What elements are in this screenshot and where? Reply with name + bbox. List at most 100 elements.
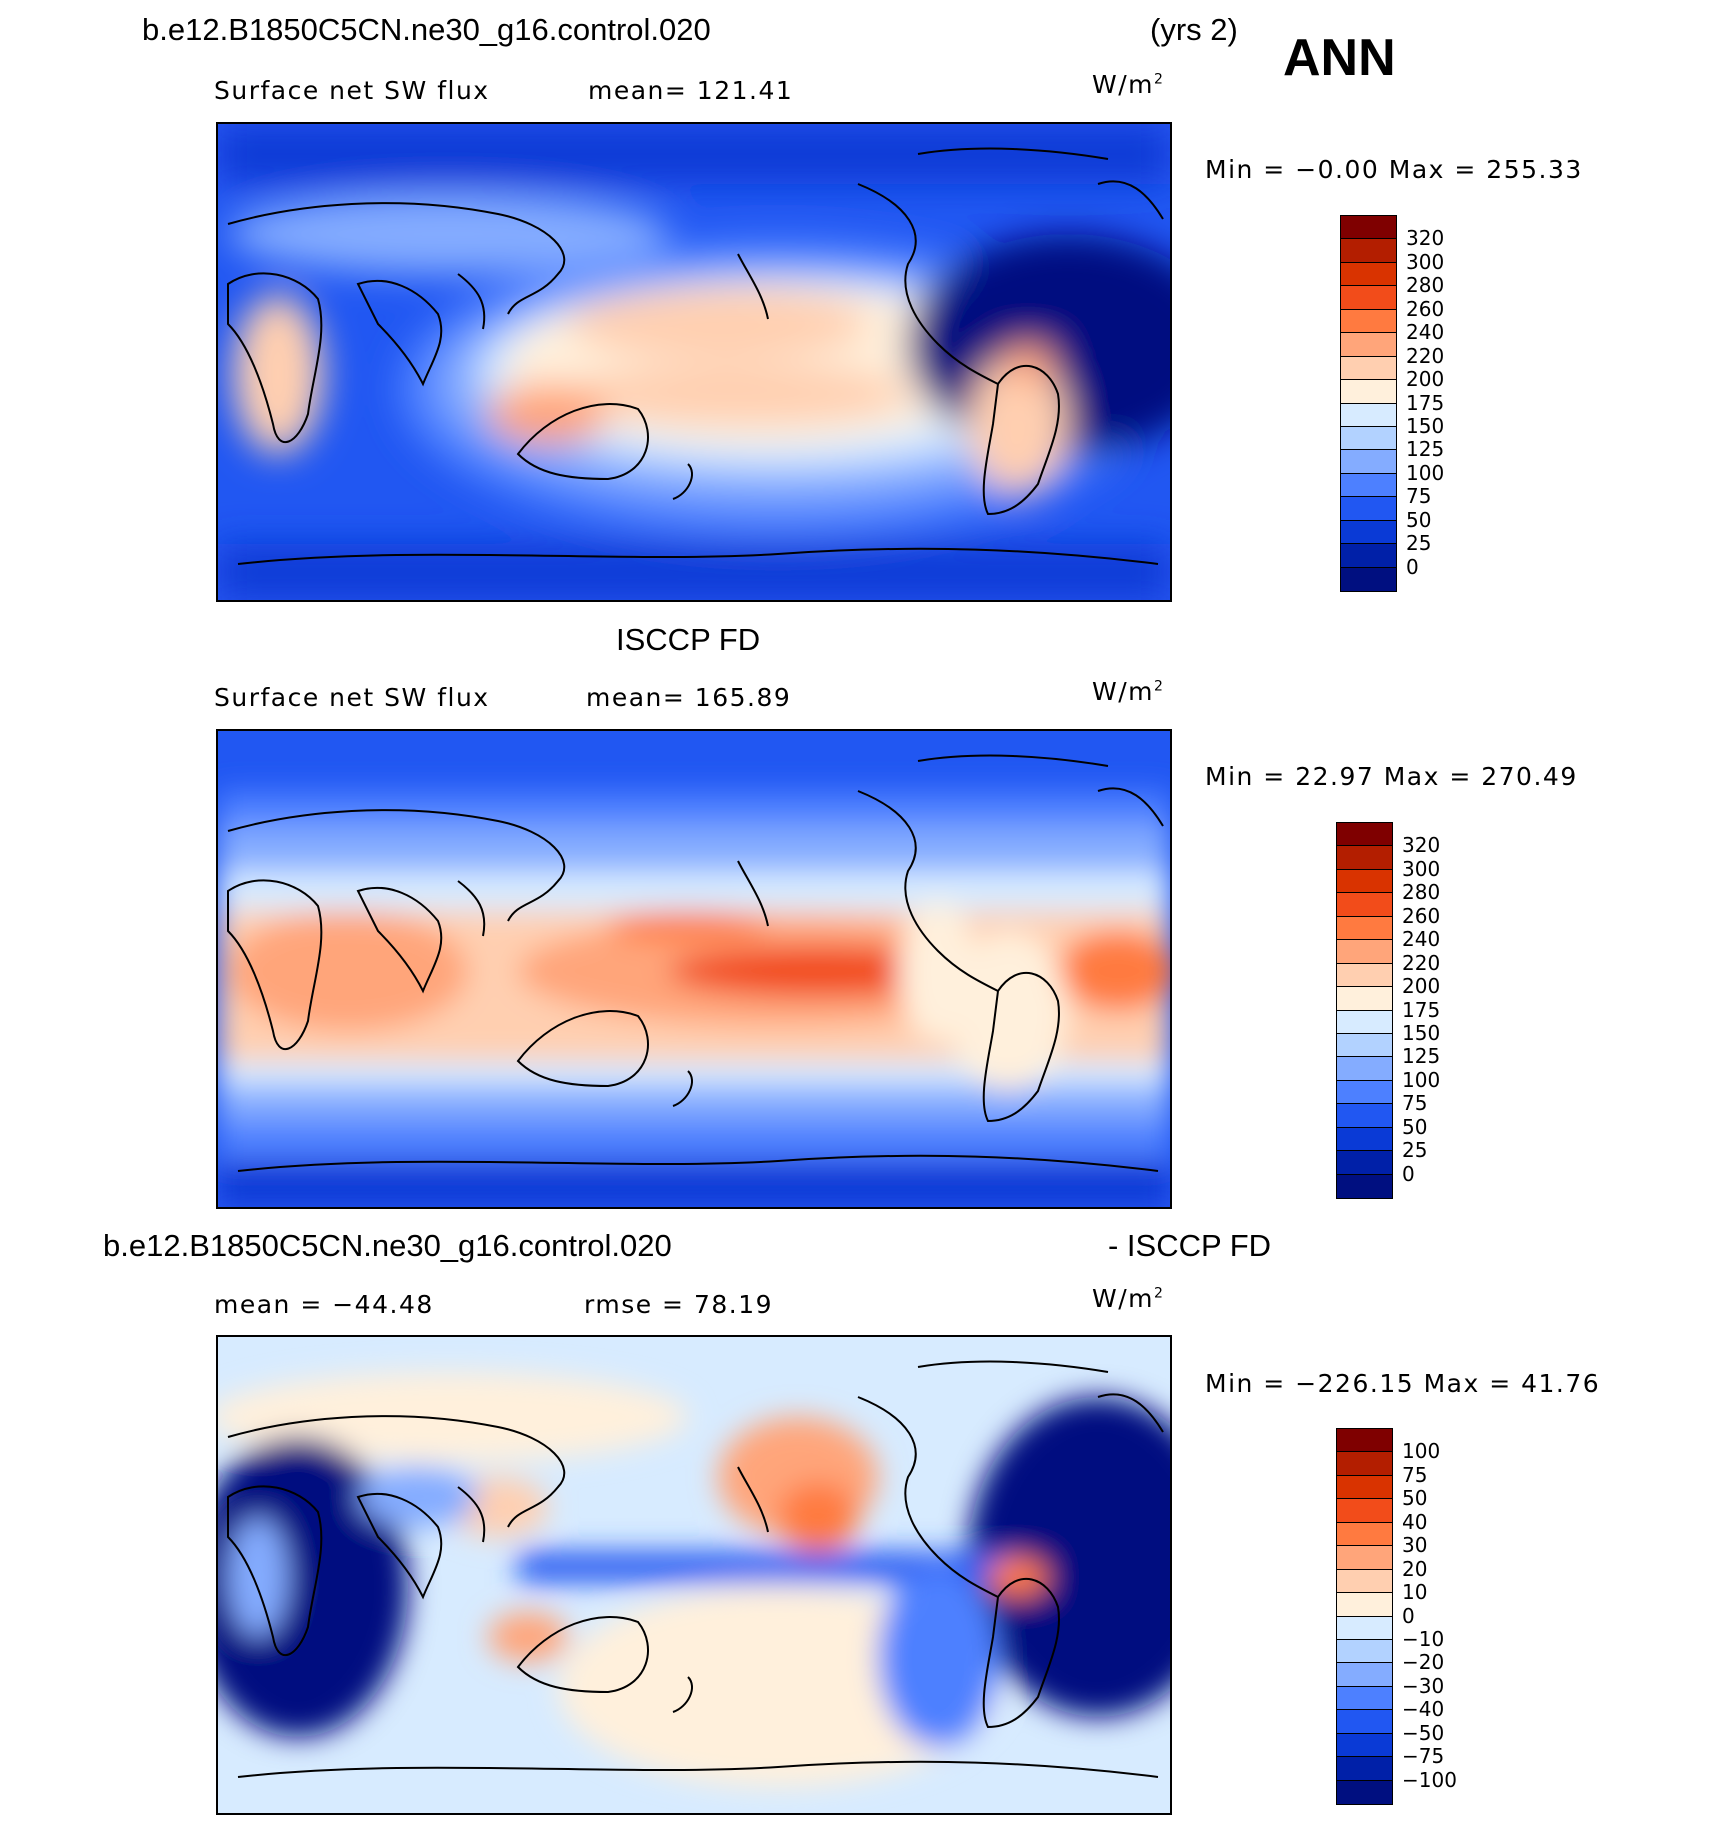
colorbar-tick-label: 175 (1406, 390, 1445, 415)
panel1-units: W/m2 (1092, 70, 1165, 99)
colorbar-swatch (1337, 1174, 1392, 1198)
colorbar-tick-label: 200 (1406, 367, 1445, 392)
colorbar-tick-label: 50 (1402, 1114, 1428, 1139)
colorbar-swatch (1337, 823, 1392, 847)
colorbar-swatch (1337, 1104, 1392, 1128)
colorbar-swatch (1337, 893, 1392, 917)
colorbar-swatch (1337, 987, 1392, 1011)
colorbar-tick-label: 125 (1406, 437, 1445, 462)
colorbar-tick-label: 320 (1406, 226, 1445, 251)
colorbar-tick-label: 280 (1406, 273, 1445, 298)
colorbar-tick-label: 260 (1402, 903, 1441, 928)
panel1-map (216, 122, 1172, 602)
colorbar-swatch (1337, 1757, 1392, 1781)
colorbar-swatch (1341, 544, 1396, 568)
colorbar-tick-label: 25 (1402, 1138, 1428, 1163)
colorbar-tick-label: 0 (1402, 1161, 1415, 1186)
colorbar-swatch (1341, 309, 1396, 334)
colorbar-tick-label: 75 (1402, 1091, 1428, 1116)
colorbar-swatch (1337, 1452, 1392, 1476)
colorbar-swatch (1341, 333, 1396, 357)
colorbar-swatch (1337, 1616, 1392, 1640)
colorbar-tick-label: 300 (1406, 249, 1445, 274)
colorbar-tick-label: 20 (1402, 1556, 1428, 1581)
colorbar-swatch (1337, 1151, 1392, 1175)
colorbar-swatch (1337, 1710, 1392, 1734)
colorbar-swatch (1337, 1593, 1392, 1617)
colorbar-tick-label: 100 (1402, 1067, 1441, 1092)
panel3-title-left: b.e12.B1850C5CN.ne30_g16.control.020 (103, 1228, 672, 1263)
colorbar-swatch (1337, 1733, 1392, 1758)
colorbar-tick-label: 240 (1402, 927, 1441, 952)
colorbar-tick-label: 240 (1406, 320, 1445, 345)
colorbar-tick-label: 10 (1402, 1580, 1428, 1605)
colorbar-swatch (1337, 1010, 1392, 1034)
colorbar-tick-label: 0 (1406, 554, 1419, 579)
colorbar-swatch (1337, 940, 1392, 964)
panel3-minmax: Min = −226.15 Max = 41.76 (1205, 1369, 1601, 1398)
colorbar-tick-label: 300 (1402, 856, 1441, 881)
colorbar-swatch (1337, 1499, 1392, 1523)
panel2-map (216, 729, 1172, 1209)
colorbar-swatch (1341, 567, 1396, 591)
panel3-mean: mean = −44.48 (214, 1290, 434, 1319)
case-title: b.e12.B1850C5CN.ne30_g16.control.020 (142, 12, 711, 47)
colorbar-tick-label: 150 (1402, 1020, 1441, 1045)
colorbar-swatch (1337, 1780, 1392, 1804)
colorbar-swatch (1337, 1686, 1392, 1711)
colorbar-swatch (1341, 497, 1396, 521)
colorbar-tick-label: 25 (1406, 531, 1432, 556)
colorbar-swatch (1341, 520, 1396, 545)
colorbar-swatch (1337, 1429, 1392, 1453)
colorbar-swatch (1341, 473, 1396, 498)
colorbar-tick-label: 200 (1402, 974, 1441, 999)
colorbar-swatch (1337, 1475, 1392, 1500)
panel3-colorbar (1336, 1428, 1393, 1805)
colorbar-swatch (1337, 869, 1392, 894)
colorbar-swatch (1341, 403, 1396, 427)
panel1-colorbar (1340, 215, 1397, 592)
panel2-minmax: Min = 22.97 Max = 270.49 (1205, 762, 1578, 791)
panel2-colorbar (1336, 822, 1393, 1199)
colorbar-swatch (1337, 1057, 1392, 1081)
colorbar-tick-label: 150 (1406, 413, 1445, 438)
colorbar-tick-label: 220 (1402, 950, 1441, 975)
panel2-title: ISCCP FD (616, 622, 761, 657)
colorbar-tick-label: 220 (1406, 343, 1445, 368)
colorbar-swatch (1341, 216, 1396, 240)
years-label: (yrs 2) (1150, 12, 1238, 47)
colorbar-swatch (1337, 1546, 1392, 1570)
panel1-variable: Surface net SW flux (214, 76, 490, 105)
colorbar-tick-label: 320 (1402, 833, 1441, 858)
colorbar-tick-label: −40 (1402, 1697, 1445, 1722)
colorbar-tick-label: 100 (1406, 460, 1445, 485)
panel2-units: W/m2 (1092, 677, 1165, 706)
colorbar-swatch (1341, 262, 1396, 287)
colorbar-tick-label: 125 (1402, 1044, 1441, 1069)
colorbar-tick-label: −10 (1402, 1626, 1445, 1651)
colorbar-tick-label: 75 (1402, 1462, 1428, 1487)
panel3-map (216, 1335, 1172, 1815)
colorbar-tick-label: 50 (1406, 507, 1432, 532)
colorbar-swatch (1341, 356, 1396, 381)
colorbar-tick-label: 175 (1402, 997, 1441, 1022)
colorbar-tick-label: 40 (1402, 1509, 1428, 1534)
colorbar-swatch (1341, 450, 1396, 474)
colorbar-swatch (1337, 1639, 1392, 1664)
colorbar-tick-label: 75 (1406, 484, 1432, 509)
colorbar-tick-label: 260 (1406, 296, 1445, 321)
panel1-mean: mean= 121.41 (588, 76, 794, 105)
panel1-minmax: Min = −0.00 Max = 255.33 (1205, 155, 1583, 184)
colorbar-tick-label: 30 (1402, 1533, 1428, 1558)
colorbar-swatch (1337, 1663, 1392, 1687)
colorbar-swatch (1337, 1522, 1392, 1547)
colorbar-swatch (1341, 239, 1396, 263)
season-label: ANN (1283, 29, 1396, 87)
colorbar-tick-label: −20 (1402, 1650, 1445, 1675)
colorbar-swatch (1337, 846, 1392, 870)
colorbar-tick-label: −100 (1402, 1767, 1457, 1792)
colorbar-tick-label: −75 (1402, 1744, 1445, 1769)
colorbar-swatch (1337, 1127, 1392, 1152)
colorbar-swatch (1341, 426, 1396, 451)
colorbar-tick-label: 280 (1402, 880, 1441, 905)
